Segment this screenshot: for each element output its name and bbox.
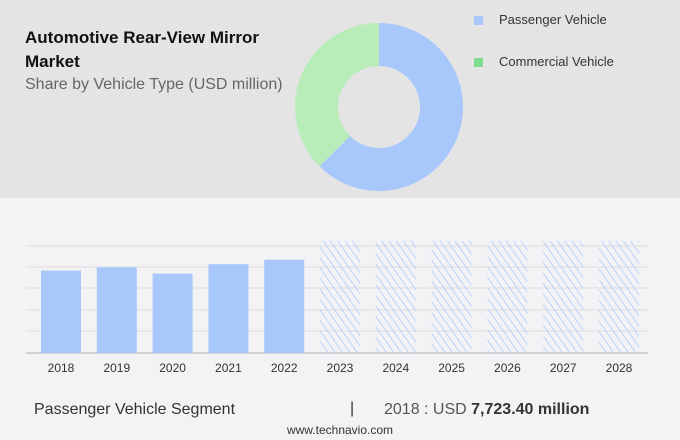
x-tick-label: 2023 bbox=[327, 361, 354, 375]
donut-slice-passenger-vehicle bbox=[319, 23, 463, 191]
x-tick-label: 2026 bbox=[494, 361, 521, 375]
x-tick-label: 2024 bbox=[382, 361, 409, 375]
x-tick-label: 2018 bbox=[48, 361, 75, 375]
bar-forecast-2024 bbox=[375, 241, 416, 353]
x-tick-label: 2020 bbox=[159, 361, 186, 375]
value-amount: 7,723.40 million bbox=[471, 401, 590, 418]
x-tick-label: 2027 bbox=[550, 361, 577, 375]
x-tick-label: 2022 bbox=[271, 361, 298, 375]
x-tick-label: 2028 bbox=[606, 361, 633, 375]
bar-forecast-2023 bbox=[320, 241, 360, 353]
year-label: 2018 : USD bbox=[384, 401, 472, 418]
legend-item-commercial: Commercial Vehicle bbox=[474, 54, 614, 69]
bar-forecast-2025 bbox=[431, 241, 472, 353]
x-tick-label: 2019 bbox=[103, 361, 130, 375]
legend-item-passenger: Passenger Vehicle bbox=[474, 12, 607, 27]
source-site: www.technavio.com bbox=[286, 423, 394, 437]
bar-forecast-2028 bbox=[599, 241, 639, 353]
legend-swatch bbox=[474, 58, 483, 68]
legend-swatch bbox=[474, 16, 483, 26]
bar-2018 bbox=[41, 270, 81, 353]
segment-value: 2018 : USD 7,723.40 million bbox=[384, 401, 589, 419]
chart-subtitle: Share by Vehicle Type (USD million) bbox=[25, 76, 283, 93]
bar-forecast-2027 bbox=[543, 241, 584, 353]
chart-title: Automotive Rear-View Mirror Market bbox=[25, 28, 259, 71]
x-tick-label: 2021 bbox=[215, 361, 242, 375]
legend-label: Passenger Vehicle bbox=[499, 12, 607, 27]
separator: | bbox=[350, 400, 355, 417]
donut-slice-commercial-vehicle bbox=[295, 23, 379, 167]
segment-label: Passenger Vehicle Segment bbox=[34, 401, 236, 418]
legend-label: Commercial Vehicle bbox=[499, 54, 614, 69]
x-tick-label: 2025 bbox=[438, 361, 465, 375]
bar-2020 bbox=[152, 273, 193, 353]
bar-2019 bbox=[96, 267, 137, 353]
bar-forecast-2026 bbox=[487, 241, 528, 353]
bar-2021 bbox=[208, 264, 249, 353]
bar-2022 bbox=[264, 259, 305, 353]
